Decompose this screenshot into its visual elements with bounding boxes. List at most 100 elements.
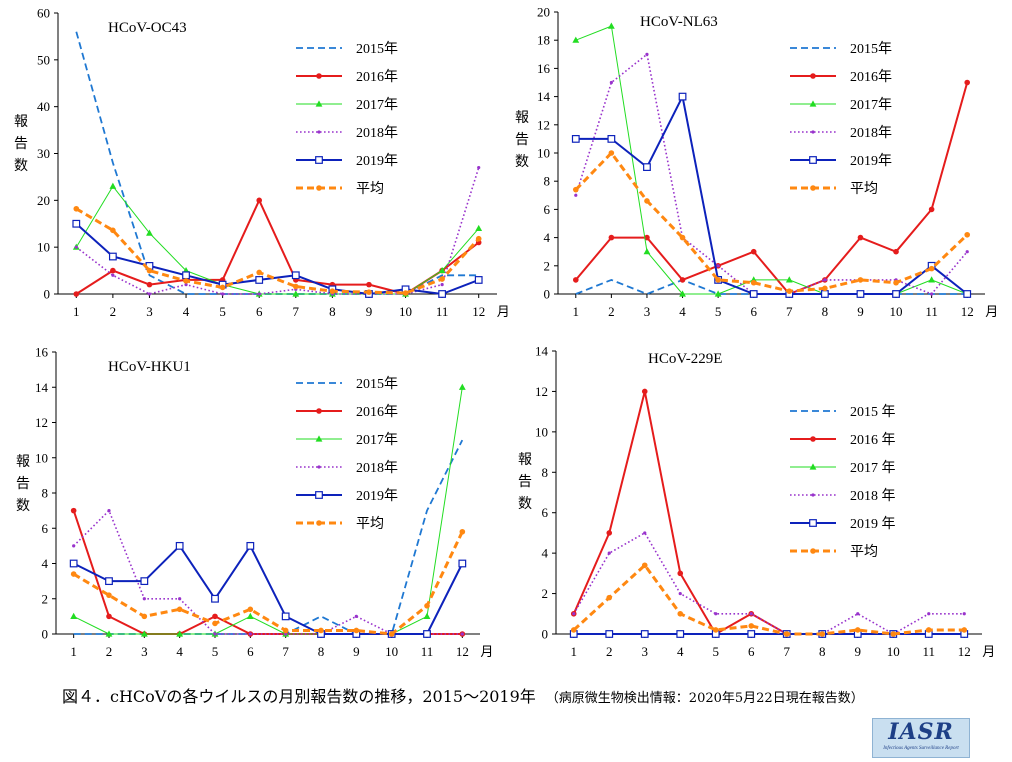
y-tick-label: 12 [537, 117, 550, 132]
data-point [927, 612, 931, 616]
data-point [856, 290, 865, 298]
data-point [105, 630, 113, 637]
data-point [424, 603, 430, 609]
y-tick-label: 20 [37, 193, 50, 208]
x-tick-label: 3 [644, 304, 651, 319]
data-point [475, 235, 482, 242]
data-point [930, 292, 934, 296]
data-point [783, 631, 790, 637]
data-point [108, 252, 117, 261]
legend-label: 2016年 [850, 69, 892, 85]
data-point [70, 571, 77, 577]
y-tick-label: 6 [42, 521, 49, 536]
y-tick-label: 30 [37, 146, 50, 161]
x-tick-label: 6 [750, 304, 757, 319]
x-tick-label: 8 [819, 644, 826, 659]
x-tick-label: 11 [421, 644, 434, 659]
series-line [575, 53, 968, 295]
data-point [246, 612, 254, 619]
data-point [213, 632, 217, 636]
series-2 [572, 22, 971, 297]
x-tick-label: 4 [679, 304, 686, 319]
x-tick-label: 1 [573, 304, 580, 319]
series-line [572, 390, 965, 635]
data-point [606, 530, 613, 536]
chart-title: HCoV-HKU1 [108, 359, 191, 375]
data-point [248, 632, 252, 636]
data-point [110, 267, 116, 274]
data-point [854, 627, 861, 633]
x-unit-label: 月 [982, 644, 995, 659]
data-point [74, 245, 78, 249]
x-tick-label: 5 [219, 304, 226, 319]
y-tick-label: 4 [542, 546, 549, 561]
data-point [962, 612, 966, 616]
data-point [73, 291, 80, 297]
x-tick-label: 3 [146, 304, 153, 319]
series-line [73, 387, 463, 635]
data-point [106, 592, 112, 599]
y-tick-label: 2 [544, 258, 551, 273]
data-point [749, 290, 758, 298]
data-point [110, 227, 116, 234]
series-line [575, 95, 968, 295]
data-point [747, 630, 756, 638]
data-point [474, 276, 483, 284]
y-tick-label: 2 [542, 586, 549, 601]
chart-title: HCoV-NL63 [640, 14, 718, 30]
x-tick-label: 2 [608, 304, 615, 319]
data-point [644, 234, 650, 241]
iasr-logo: IASR Infectious Agents Surveillance Repo… [872, 718, 970, 758]
x-tick-label: 11 [922, 644, 935, 659]
data-point [109, 182, 117, 189]
legend-label: 2015年 [850, 41, 892, 57]
data-point [679, 277, 686, 283]
legend-label: 2015年 [356, 41, 398, 57]
x-tick-label: 10 [385, 644, 398, 659]
y-tick-label: 0 [44, 287, 51, 302]
data-point [255, 276, 264, 284]
legend-marker [315, 435, 323, 442]
data-point [438, 290, 447, 298]
y-tick-label: 18 [537, 33, 550, 48]
data-point [928, 276, 936, 283]
legend-marker [810, 548, 816, 554]
data-point [679, 234, 686, 241]
legend-marker [810, 436, 816, 442]
data-point [750, 279, 757, 286]
legend-label: 平均 [356, 181, 384, 197]
data-point [643, 248, 651, 255]
x-tick-label: 7 [282, 644, 289, 659]
data-point [477, 165, 481, 170]
data-point [318, 627, 324, 634]
data-point [72, 544, 76, 548]
legend-label: 2016年 [356, 69, 398, 85]
x-tick-label: 9 [855, 644, 862, 659]
legend-marker [317, 465, 321, 469]
data-point [440, 283, 444, 287]
chart-title: HCoV-OC43 [108, 20, 187, 36]
data-point [354, 614, 358, 618]
series-0 [75, 31, 479, 295]
data-point [570, 627, 577, 633]
legend-label: 2019年 [850, 153, 892, 169]
x-tick-label: 8 [318, 644, 325, 659]
legend-label: 2018 年 [850, 488, 896, 504]
legend-label: 平均 [356, 516, 384, 532]
legend-label: 2018年 [850, 125, 892, 141]
y-tick-label: 0 [42, 627, 49, 642]
data-point [178, 597, 182, 601]
legend-marker [809, 100, 817, 107]
legend-label: 2019年 [356, 153, 398, 169]
chart-title: HCoV-229E [648, 351, 722, 367]
legend-label: 2016 年 [850, 432, 896, 448]
x-tick-label: 3 [642, 644, 649, 659]
data-point [964, 79, 971, 86]
y-tick-label: 8 [544, 174, 551, 189]
x-tick-label: 10 [399, 304, 412, 319]
series-line [73, 544, 464, 635]
series-4 [571, 92, 972, 298]
